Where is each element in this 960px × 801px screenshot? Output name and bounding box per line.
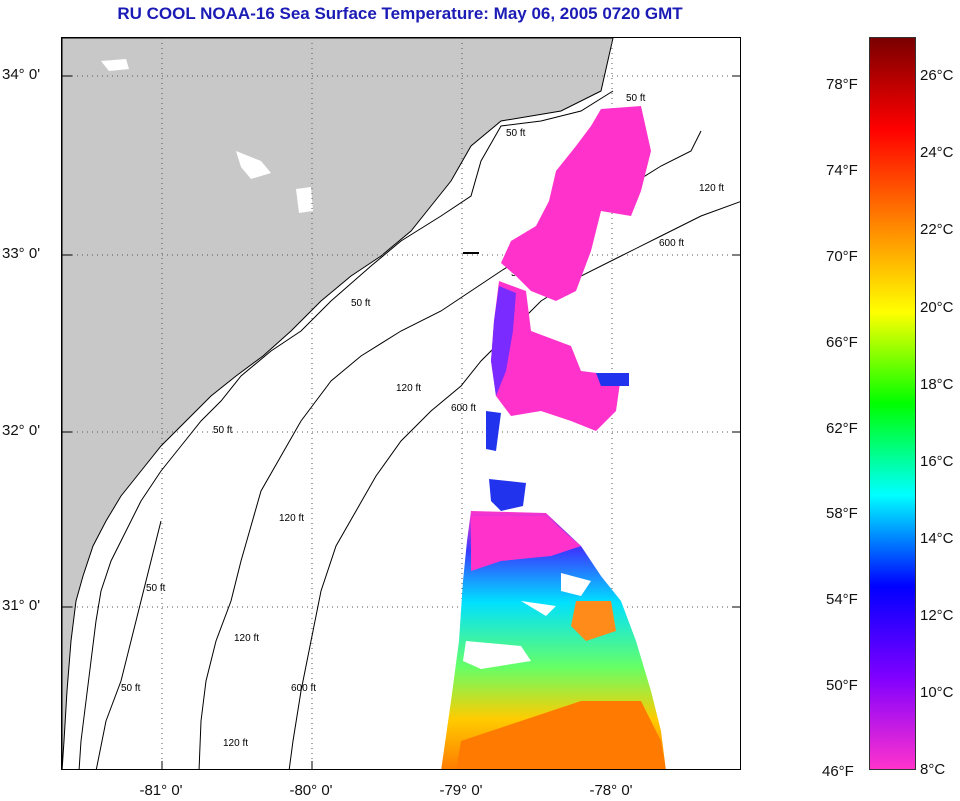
colorbar-f-label: 54°F [826, 591, 858, 608]
isobath-inner [95, 520, 162, 769]
lon-label-80: -80° 0' [289, 782, 333, 799]
lon-label-81: -81° 0' [139, 782, 183, 799]
lake-shape [296, 187, 313, 213]
cloud-gap [463, 641, 531, 669]
isobath-label: 120 ft [279, 513, 304, 524]
sst-north-patch [501, 106, 651, 301]
map-canvas: 50 ft 50 ft 50 ft 50 ft 50 ft 50 ft 120 … [62, 38, 740, 769]
colorbar-f-label: 74°F [826, 162, 858, 179]
lat-label-31: 31° 0' [2, 597, 41, 614]
land-mass [62, 38, 614, 769]
isobath-label: 120 ft [223, 738, 248, 749]
colorbar-f-label: 46°F [822, 763, 854, 780]
lon-label-78: -78° 0' [589, 782, 633, 799]
lat-label-32: 32° 0' [2, 422, 41, 439]
colorbar-c-label: 20°C [920, 299, 954, 316]
isobath-600ft [288, 201, 740, 769]
isobath-label: 50 ft [146, 583, 166, 594]
sst-map: 50 ft 50 ft 50 ft 50 ft 50 ft 50 ft 120 … [61, 37, 741, 770]
colorbar-c-label: 18°C [920, 376, 954, 393]
isobath-label: 120 ft [699, 183, 724, 194]
map-title: RU COOL NOAA-16 Sea Surface Temperature:… [117, 4, 683, 23]
colorbar-c-label: 14°C [920, 530, 954, 547]
colorbar-c-label: 12°C [920, 607, 954, 624]
cloud-gap [521, 601, 556, 616]
sst-mid-patch [491, 281, 621, 431]
colorbar-c-label: 22°C [920, 221, 954, 238]
isobath-label: 50 ft [213, 425, 233, 436]
sst-blue-fragment [596, 373, 629, 386]
isobath-label: 50 ft [121, 683, 141, 694]
sst-mid-blue-edge [491, 286, 516, 396]
lake-shape [101, 59, 129, 71]
cloud-gap [561, 573, 591, 596]
isobath-label: 600 ft [291, 683, 316, 694]
sst-blue-fragment [486, 411, 501, 451]
lake-shape [236, 151, 271, 179]
colorbar-c-label: 26°C [920, 67, 954, 84]
isobath-label: 50 ft [626, 93, 646, 104]
lat-label-34: 34° 0' [2, 66, 41, 83]
isobath-label: 50 ft [506, 128, 526, 139]
isobath-label: 600 ft [659, 238, 684, 249]
colorbar-f-label: 70°F [826, 248, 858, 265]
isobath-label: 50 ft [351, 298, 371, 309]
colorbar-f-label: 78°F [826, 76, 858, 93]
lat-label-33: 33° 0' [2, 245, 41, 262]
sst-blue-fragment [489, 479, 526, 511]
temperature-colorbar [869, 37, 916, 770]
isobath-label: 120 ft [234, 633, 259, 644]
colorbar-c-label: 10°C [920, 684, 954, 701]
sst-warm-core [571, 601, 616, 641]
colorbar-c-label: 16°C [920, 453, 954, 470]
isobath-50ft [78, 90, 614, 769]
isobath-label: 600 ft [451, 403, 476, 414]
sst-swath [441, 106, 666, 769]
colorbar-f-label: 62°F [826, 420, 858, 437]
colorbar-c-label: 24°C [920, 144, 954, 161]
colorbar-f-label: 66°F [826, 334, 858, 351]
colorbar-f-label: 58°F [826, 505, 858, 522]
sst-warm-band [456, 701, 666, 769]
lon-label-79: -79° 0' [439, 782, 483, 799]
isobath-label: 120 ft [396, 383, 421, 394]
colorbar-f-label: 50°F [826, 677, 858, 694]
sst-magenta-band [471, 516, 581, 571]
colorbar-c-label: 8°C [920, 761, 946, 778]
